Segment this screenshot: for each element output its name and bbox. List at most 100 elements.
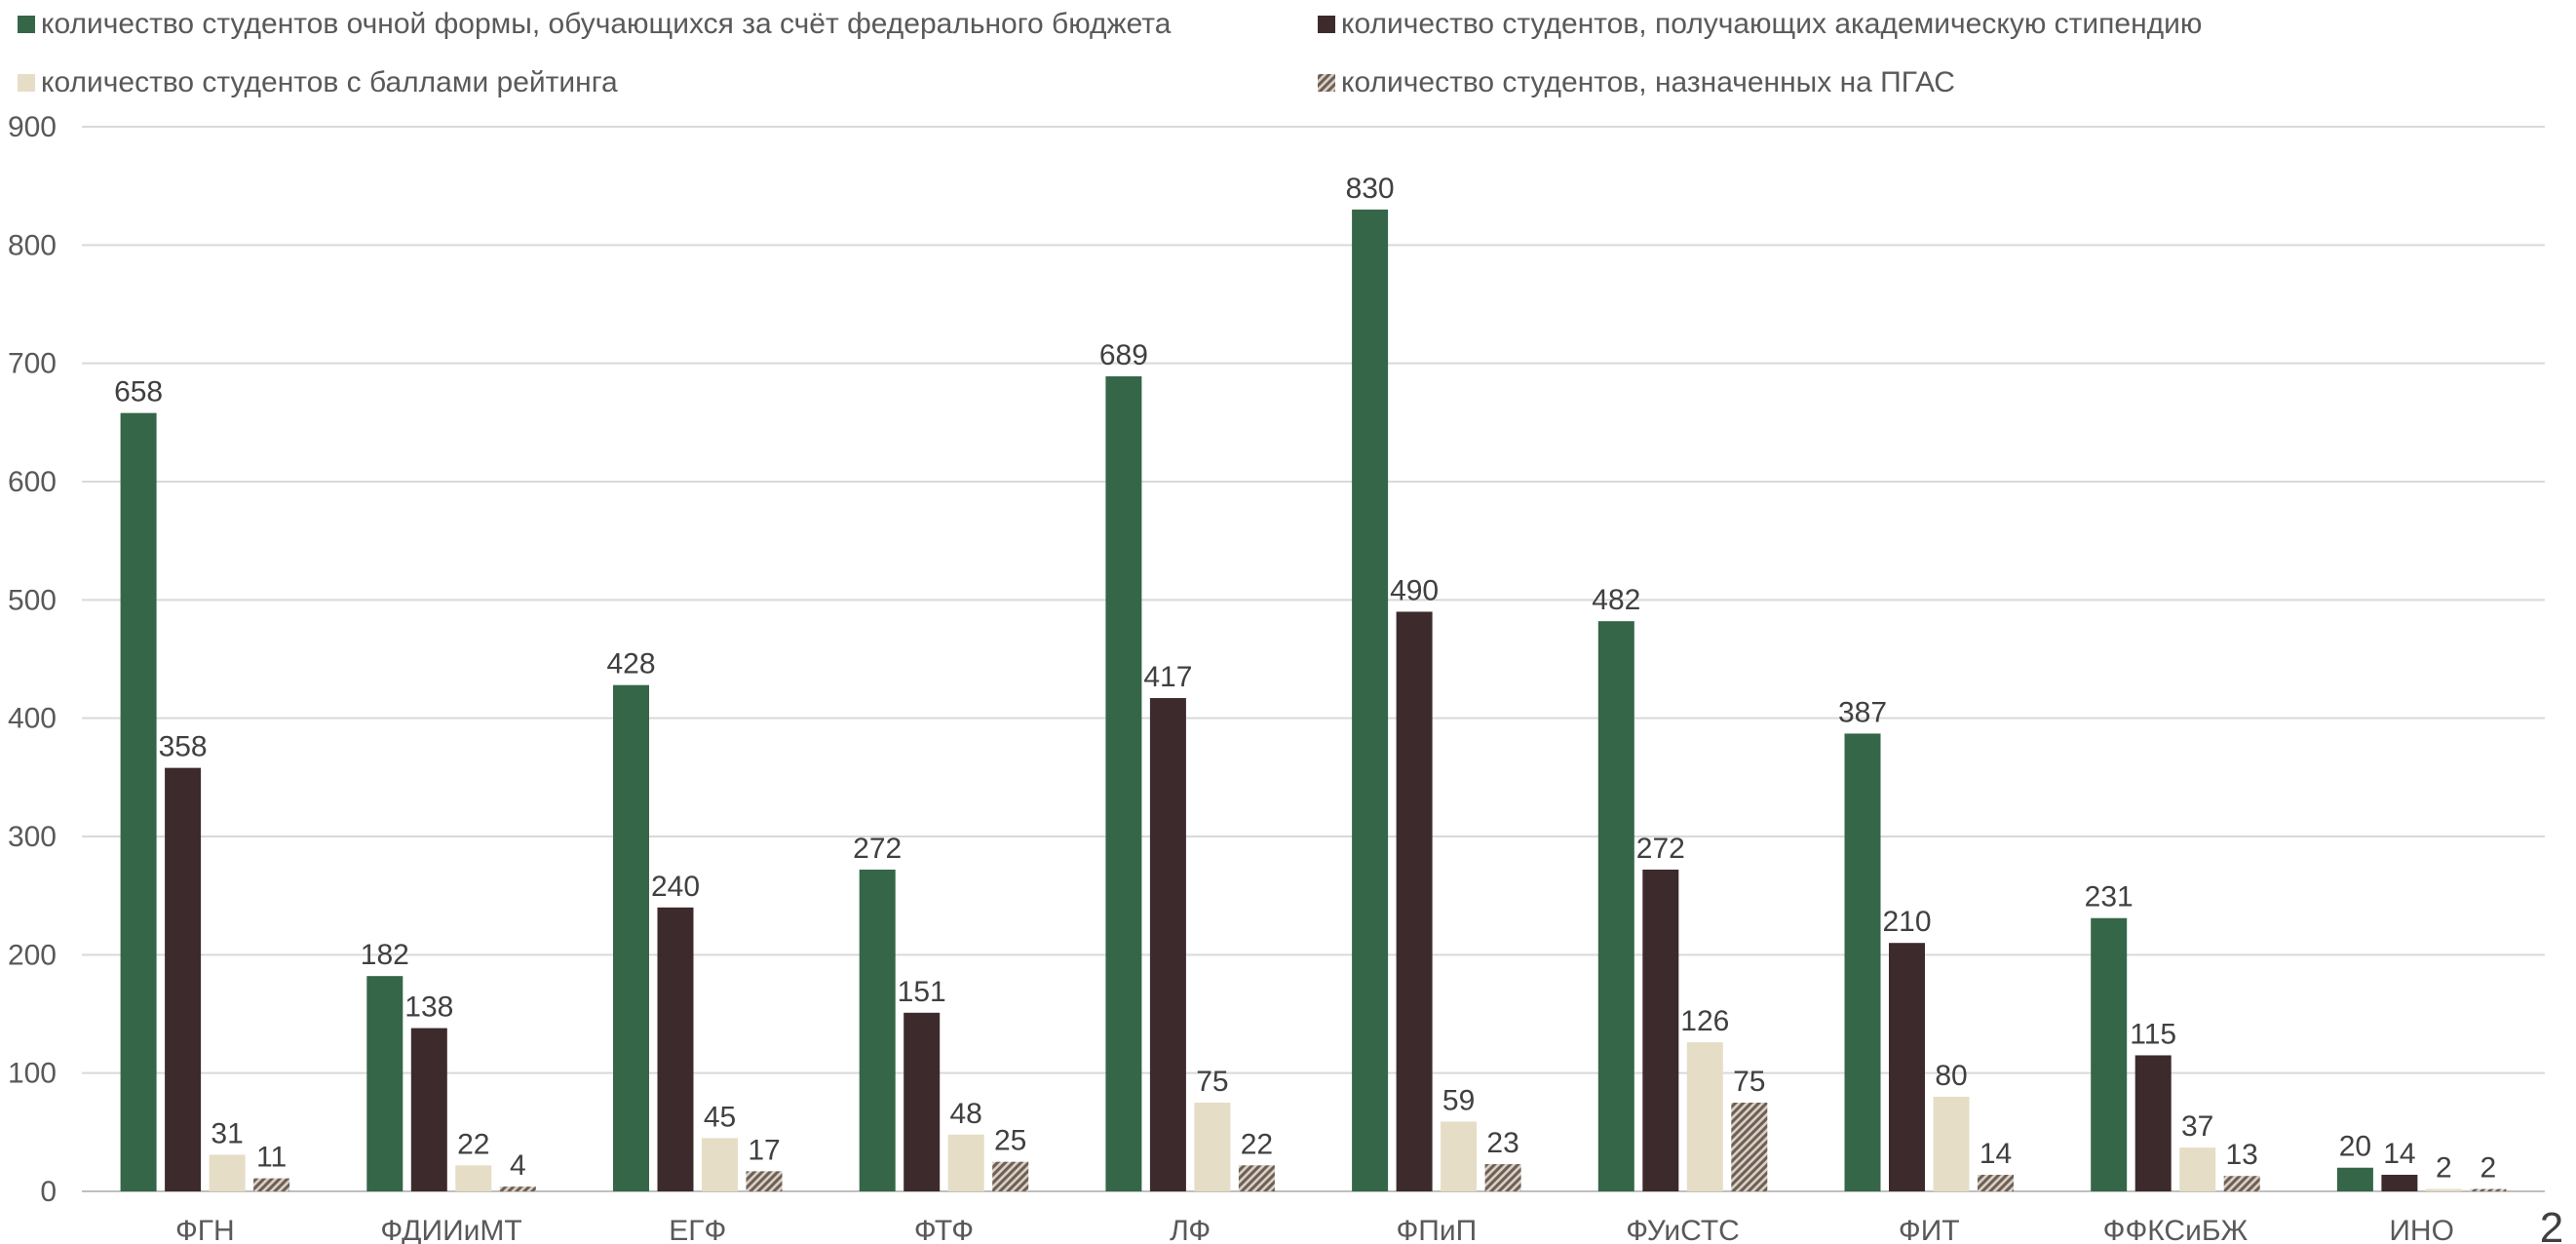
bar <box>1889 943 1925 1191</box>
bar <box>859 869 896 1191</box>
legend-swatch <box>1318 74 1335 92</box>
data-label: 45 <box>704 1101 736 1133</box>
bar <box>1686 1042 1723 1191</box>
data-label: 4 <box>510 1149 526 1182</box>
bar <box>366 976 404 1191</box>
y-tick-label: 500 <box>8 584 57 616</box>
data-label: 387 <box>1838 696 1887 728</box>
data-label: 17 <box>748 1134 780 1166</box>
x-axis: ФГН ФДИИиМТ ЕГФ ФТФ ЛФ ФПиП ФУиСТС ФИТ ФФКСиБЖ ИН… <box>175 1215 2454 1244</box>
data-label: 14 <box>1980 1138 2012 1170</box>
y-axis: 0 100 200 300 400 500 600 700 800 900 <box>8 111 57 1208</box>
data-label: 75 <box>1733 1066 1765 1098</box>
bars <box>120 209 2507 1192</box>
bar <box>2470 1188 2507 1191</box>
data-label: 658 <box>114 376 163 408</box>
data-label: 272 <box>1636 833 1685 865</box>
data-label: 2 <box>2436 1152 2452 1185</box>
legend-swatch <box>18 16 35 33</box>
data-label: 2 <box>2480 1152 2497 1185</box>
legend-item: количество студентов, назначенных на ПГА… <box>1318 66 1955 98</box>
data-label: 80 <box>1935 1060 1967 1092</box>
legend-label: количество студентов очной формы, обучаю… <box>41 8 1172 40</box>
bar <box>1597 621 1634 1191</box>
data-label: 23 <box>1486 1127 1519 1159</box>
data-label: 272 <box>853 833 902 865</box>
y-tick-label: 700 <box>8 348 57 380</box>
data-label: 830 <box>1346 173 1395 205</box>
bar <box>2425 1188 2462 1191</box>
data-label: 182 <box>361 939 409 971</box>
bar <box>1642 869 1679 1191</box>
data-label: 22 <box>457 1128 489 1160</box>
data-label: 231 <box>2085 881 2134 914</box>
x-tick-label: ФДИИиМТ <box>380 1215 521 1244</box>
y-tick-label: 900 <box>8 111 57 143</box>
legend-swatch <box>18 74 35 92</box>
y-tick-label: 600 <box>8 466 57 498</box>
x-tick-label: ФФКСиБЖ <box>2103 1215 2249 1244</box>
value-labels: 658 358 31 11 182 138 22 4 428 240 45 17 272 151 48 25 6… <box>114 173 2496 1185</box>
bar <box>702 1138 738 1191</box>
data-label: 31 <box>211 1117 243 1149</box>
x-tick-label: ФИТ <box>1899 1215 1960 1244</box>
legend-label: количество студентов, назначенных на ПГА… <box>1341 66 1955 98</box>
legend-label: количество студентов с баллами рейтинга <box>41 66 618 98</box>
bar <box>209 1154 246 1191</box>
data-label: 138 <box>404 991 453 1024</box>
legend: количество студентов очной формы, обучаю… <box>18 8 2202 98</box>
y-tick-label: 200 <box>8 939 57 971</box>
data-label: 417 <box>1143 661 1192 693</box>
bar <box>904 1012 941 1191</box>
data-label: 428 <box>606 648 655 680</box>
bar <box>455 1165 492 1191</box>
bar <box>657 907 694 1191</box>
bar <box>746 1171 783 1191</box>
bar <box>499 1186 536 1191</box>
y-tick-label: 100 <box>8 1058 57 1090</box>
data-label: 151 <box>898 976 946 1008</box>
bar <box>1441 1121 1478 1191</box>
data-label: 75 <box>1196 1066 1228 1098</box>
bar <box>1933 1096 1970 1191</box>
bar <box>2336 1167 2373 1191</box>
bar <box>613 684 649 1191</box>
data-label: 20 <box>2339 1131 2371 1163</box>
legend-swatch <box>1318 16 1335 33</box>
bar <box>1105 376 1142 1192</box>
x-tick-label: ФПиП <box>1396 1215 1477 1244</box>
bar <box>2223 1176 2260 1191</box>
x-tick-label: ФУиСТС <box>1626 1215 1740 1244</box>
data-label: 13 <box>2226 1139 2258 1171</box>
bar <box>1238 1165 1275 1191</box>
y-tick-label: 0 <box>40 1176 57 1208</box>
data-label: 14 <box>2383 1138 2415 1170</box>
x-tick-label: ИНО <box>2389 1215 2454 1244</box>
x-tick-label: ФГН <box>175 1215 235 1244</box>
bar <box>947 1134 984 1191</box>
legend-item: количество студентов очной формы, обучаю… <box>18 8 1172 40</box>
bar <box>120 412 157 1191</box>
bar <box>1484 1164 1521 1191</box>
data-label: 11 <box>256 1142 287 1174</box>
data-label: 126 <box>1680 1005 1729 1037</box>
bar <box>1396 611 1433 1191</box>
data-label: 22 <box>1241 1128 1273 1160</box>
legend-item: количество студентов, получающих академи… <box>1318 8 2202 40</box>
bar <box>1844 733 1881 1191</box>
bar <box>2381 1175 2418 1191</box>
y-tick-label: 400 <box>8 703 57 735</box>
legend-item: количество студентов с баллами рейтинга <box>18 66 618 98</box>
data-label: 115 <box>2130 1018 2176 1050</box>
bar <box>2091 917 2128 1191</box>
data-label: 37 <box>2181 1110 2213 1143</box>
x-tick-label: ЕГФ <box>669 1215 726 1244</box>
bar <box>410 1028 447 1191</box>
bar <box>165 767 202 1191</box>
bar <box>253 1178 290 1191</box>
data-label: 358 <box>159 731 208 763</box>
data-label: 490 <box>1390 574 1439 606</box>
y-tick-label: 800 <box>8 229 57 261</box>
bar <box>1731 1103 1768 1191</box>
